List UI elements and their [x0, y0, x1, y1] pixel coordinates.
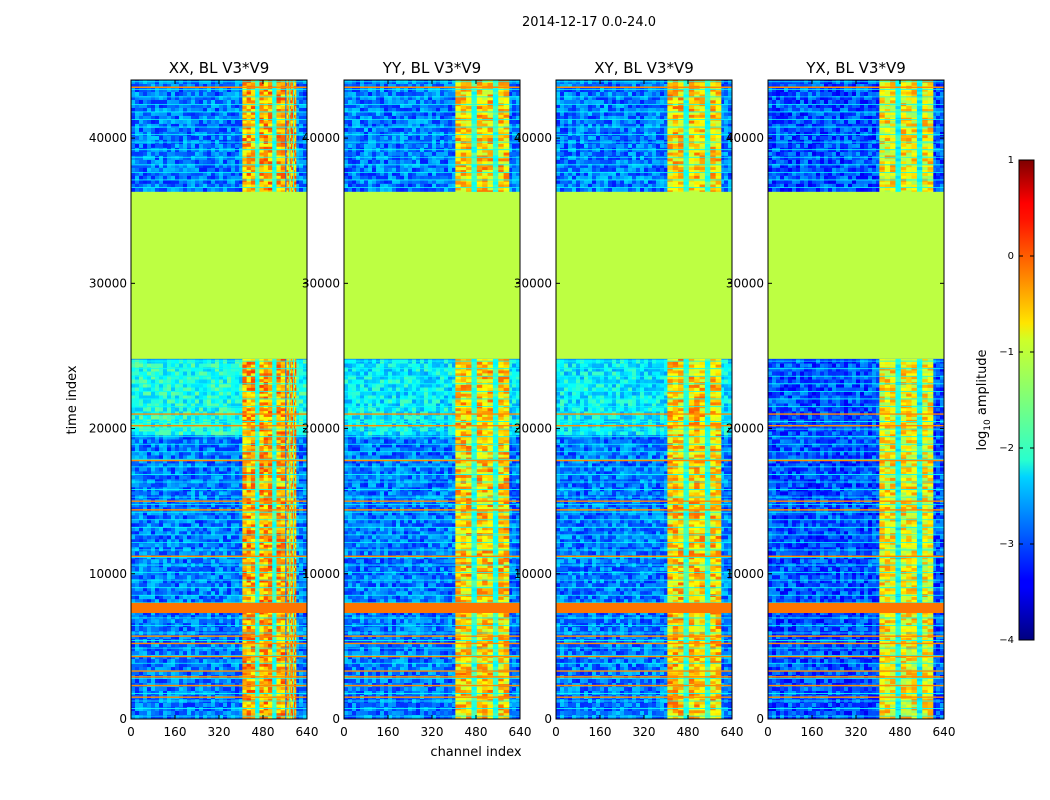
y-tick-label: 0 — [332, 712, 340, 726]
colorbar-tick-label: −1 — [999, 347, 1014, 358]
x-tick-label: 480 — [465, 725, 488, 739]
colorbar-tick-label: −2 — [999, 443, 1014, 454]
x-tick-label: 320 — [845, 725, 868, 739]
x-tick-label: 640 — [933, 725, 956, 739]
panel-title: YY, BL V3*V9 — [382, 59, 481, 77]
colorbar-tick-label: 1 — [1008, 155, 1014, 166]
x-tick-label: 160 — [377, 725, 400, 739]
x-tick-label: 480 — [252, 725, 275, 739]
y-tick-label: 10000 — [726, 567, 764, 581]
panel-1: XX, BL V3*V9 0 160 320 480 640 0 10000 20000 3000… — [89, 59, 319, 739]
flag-band — [768, 602, 944, 613]
colorbar-gradient — [1018, 159, 1035, 641]
x-tick-label: 320 — [633, 725, 656, 739]
x-tick-label: 0 — [764, 725, 772, 739]
y-tick-label: 40000 — [89, 131, 127, 145]
panel-2: YY, BL V3*V9 0 160 320 480 640 0 10000 20000 3000… — [302, 59, 532, 739]
y-tick-label: 20000 — [302, 422, 340, 436]
y-tick-label: 10000 — [89, 567, 127, 581]
panels: XX, BL V3*V9 0 160 320 480 640 0 10000 20000 3000… — [89, 59, 956, 739]
y-tick-label: 10000 — [514, 567, 552, 581]
y-tick-label: 30000 — [302, 276, 340, 290]
x-tick-label: 480 — [889, 725, 912, 739]
y-tick-label: 40000 — [726, 131, 764, 145]
y-tick-label: 30000 — [514, 276, 552, 290]
y-tick-label: 20000 — [514, 422, 552, 436]
x-tick-label: 640 — [721, 725, 744, 739]
x-tick-label: 320 — [421, 725, 444, 739]
colorbar-label-sub: 10 — [983, 419, 993, 431]
flagged-block — [131, 191, 307, 359]
time-stripes — [131, 81, 307, 717]
x-tick-label: 0 — [340, 725, 348, 739]
signal-band-1 — [242, 80, 286, 719]
heatmap-image — [344, 80, 520, 719]
panel-title: XY, BL V3*V9 — [594, 59, 694, 77]
colorbar-tick-label: −3 — [999, 539, 1014, 550]
flag-band — [131, 602, 307, 613]
y-tick-label: 0 — [119, 712, 127, 726]
x-tick-label: 480 — [677, 725, 700, 739]
flagged-block — [768, 191, 944, 359]
panel-title: XX, BL V3*V9 — [169, 59, 270, 77]
x-axis-label: channel index — [430, 745, 521, 760]
panel-4: YX, BL V3*V9 0 160 320 480 640 0 10000 20000 3000… — [726, 59, 956, 739]
y-tick-label: 20000 — [726, 422, 764, 436]
colorbar-tick-label: 0 — [1008, 251, 1014, 262]
y-tick-label: 10000 — [302, 567, 340, 581]
y-tick-label: 30000 — [89, 276, 127, 290]
panel-title: YX, BL V3*V9 — [805, 59, 906, 77]
time-stripes — [344, 81, 520, 717]
signal-band-1 — [879, 80, 934, 719]
y-tick-label: 40000 — [514, 131, 552, 145]
y-tick-label: 30000 — [726, 276, 764, 290]
colorbar-ticks: 1 0 −1 −2 −3 −4 — [999, 155, 1034, 646]
heatmap-image — [768, 80, 944, 719]
x-tick-label: 160 — [589, 725, 612, 739]
panel-3: XY, BL V3*V9 0 160 320 480 640 0 10000 20000 3000… — [514, 59, 744, 739]
colorbar: 10−1−2−3−4 log10 amplitude — [975, 155, 1035, 646]
flag-band — [344, 602, 520, 613]
x-tick-label: 640 — [296, 725, 319, 739]
signal-band-1 — [667, 80, 722, 719]
x-tick-label: 160 — [801, 725, 824, 739]
time-stripes — [556, 81, 732, 717]
x-tick-label: 0 — [552, 725, 560, 739]
y-tick-label: 20000 — [89, 422, 127, 436]
signal-band-1 — [455, 80, 510, 719]
x-tick-label: 0 — [127, 725, 135, 739]
x-tick-label: 640 — [509, 725, 532, 739]
heatmap-image — [131, 80, 307, 719]
y-tick-label: 40000 — [302, 131, 340, 145]
y-axis-label: time index — [65, 365, 80, 434]
heatmap-image — [556, 80, 732, 719]
flagged-block — [344, 191, 520, 359]
y-tick-label: 0 — [544, 712, 552, 726]
x-tick-label: 160 — [164, 725, 187, 739]
colorbar-label-prefix: log — [975, 431, 990, 451]
colorbar-label-suffix: amplitude — [975, 349, 990, 419]
y-tick-label: 0 — [756, 712, 764, 726]
signal-band-2 — [286, 80, 297, 719]
x-tick-label: 320 — [208, 725, 231, 739]
figure-suptitle: 2014-12-17 0.0-24.0 — [522, 15, 656, 30]
colorbar-label: log10 amplitude — [975, 349, 993, 450]
flag-band — [556, 602, 732, 613]
colorbar-tick-label: −4 — [999, 635, 1014, 646]
flagged-block — [556, 191, 732, 359]
